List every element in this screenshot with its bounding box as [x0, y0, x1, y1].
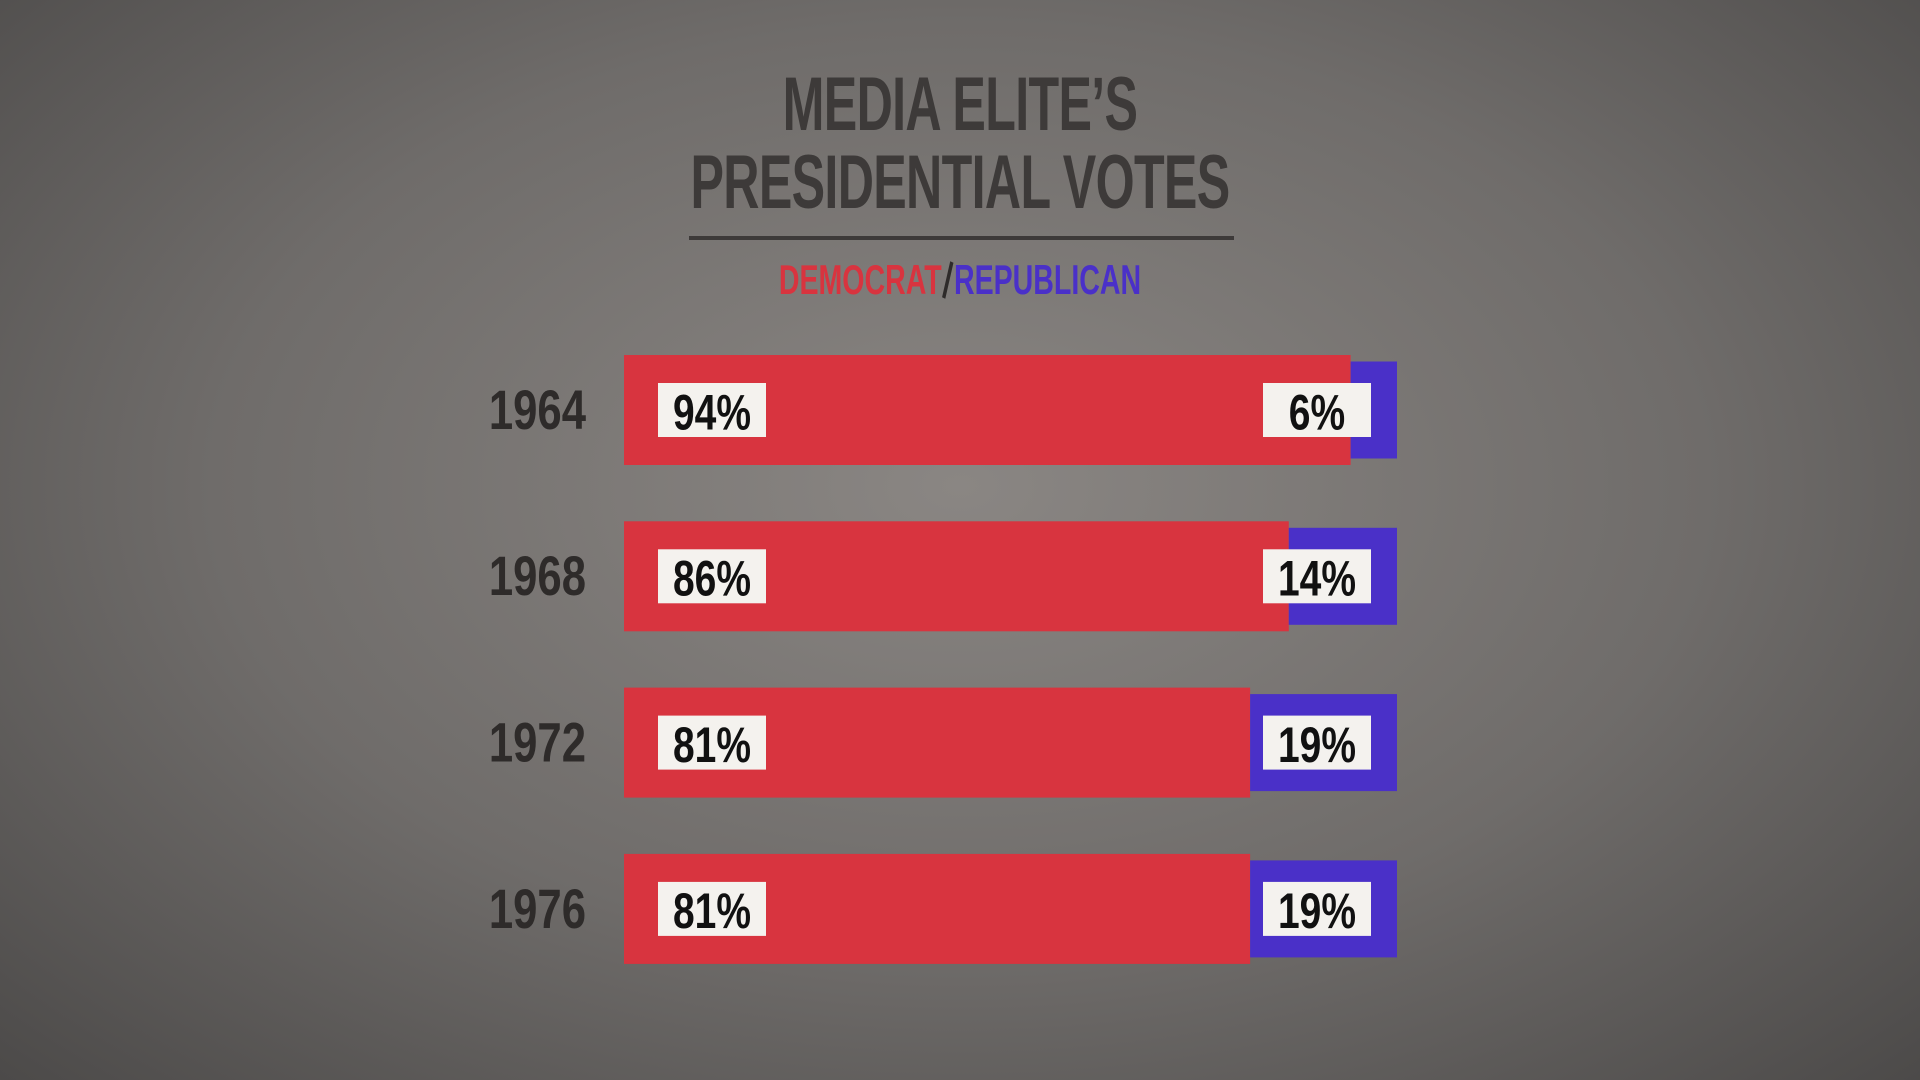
value-label-box — [1263, 715, 1371, 770]
value-label-box — [658, 383, 766, 437]
value-label: 81% — [673, 882, 751, 939]
value-label-box — [658, 881, 766, 936]
y-tick-label: 1976 — [489, 878, 586, 940]
value-label: 86% — [673, 550, 751, 607]
value-label-box — [1263, 383, 1371, 437]
value-label-box — [1263, 549, 1371, 604]
value-label-box — [1263, 881, 1371, 936]
value-label: 6% — [1289, 384, 1345, 441]
chart-title: MEDIA ELITE’S PRESIDENTIAL VOTES — [690, 62, 1230, 225]
value-label: 19% — [1278, 882, 1356, 939]
legend-separator — [942, 261, 954, 299]
value-label: 19% — [1278, 716, 1356, 773]
y-tick-label: 1972 — [489, 711, 586, 773]
value-label-box — [658, 715, 766, 770]
y-tick-label: 1968 — [489, 545, 586, 607]
y-tick-label: 1964 — [489, 379, 586, 441]
legend-entry: DEMOCRAT — [778, 256, 942, 303]
legend: DEMOCRAT REPUBLICAN — [307, 256, 1613, 304]
title-rule — [689, 236, 1234, 240]
value-label: 94% — [673, 384, 751, 441]
value-label: 81% — [673, 716, 751, 773]
legend-entry: REPUBLICAN — [953, 256, 1142, 303]
value-label: 14% — [1278, 550, 1356, 607]
value-label-box — [658, 549, 766, 604]
